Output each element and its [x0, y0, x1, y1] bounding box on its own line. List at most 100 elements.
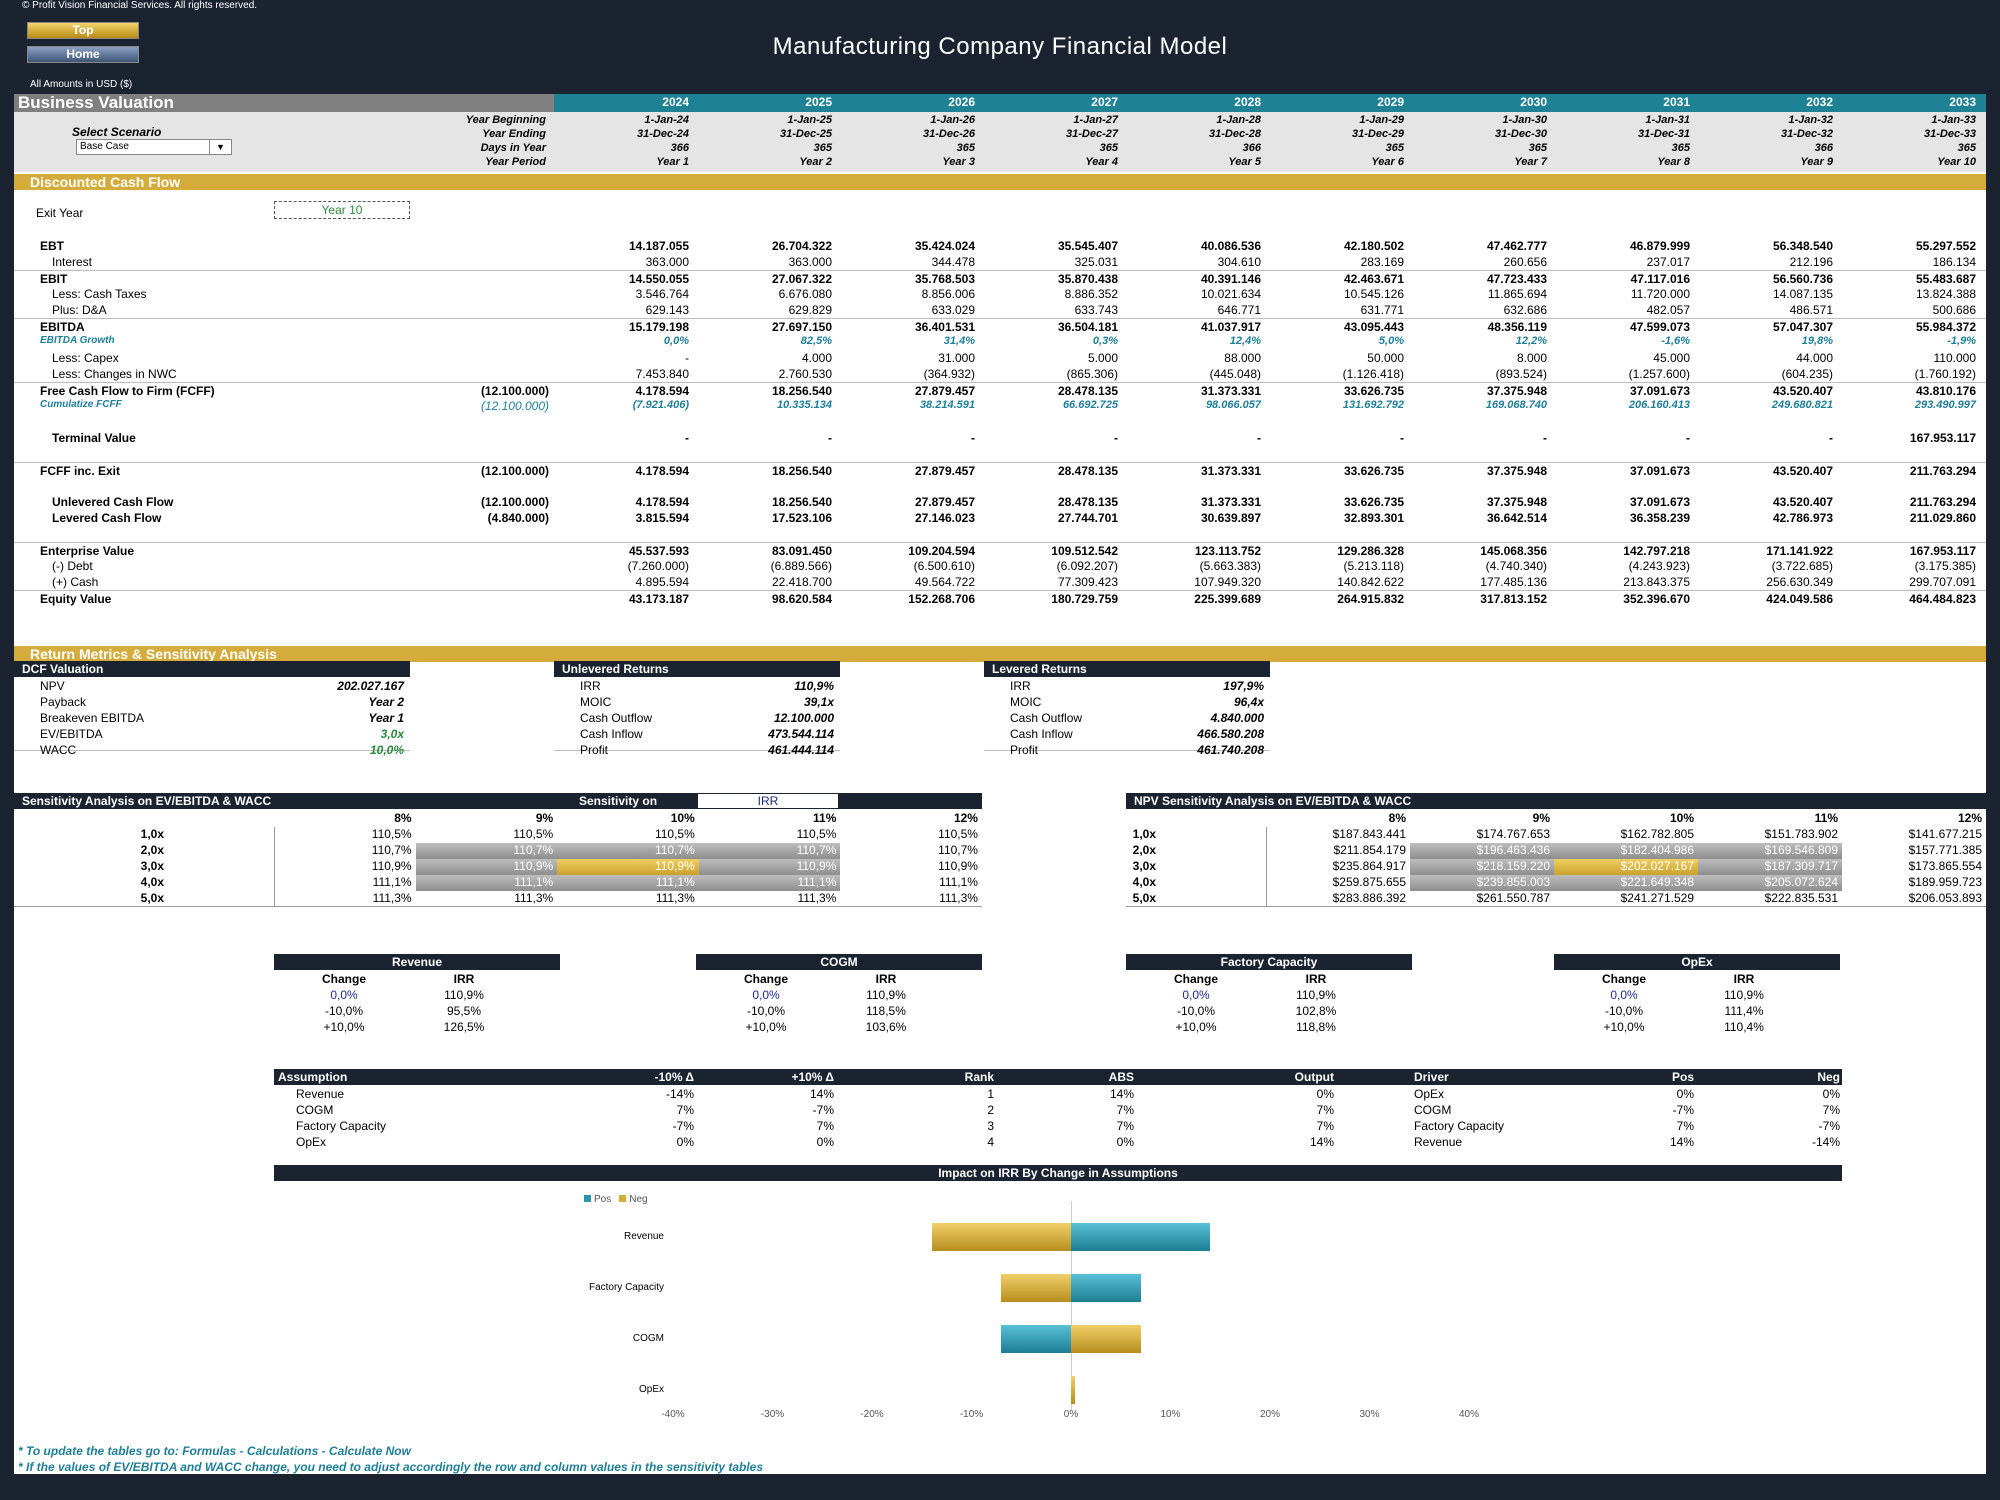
dcf-cell: 11.720.000	[1630, 287, 1690, 301]
dcf-cell: (364.932)	[923, 367, 975, 381]
dcf-cell: 211.763.294	[1909, 495, 1976, 509]
mini-col-change: Change	[321, 972, 366, 986]
dcf-cell: 33.626.735	[1343, 464, 1404, 478]
sens-row-header: 3,0x	[1132, 859, 1156, 873]
metric-label: EV/EBITDA	[40, 727, 103, 741]
return-box-title: Levered Returns	[984, 661, 1270, 677]
dcf-row-label: Enterprise Value	[40, 544, 135, 558]
dcf-cell: (3.175.385)	[1914, 559, 1976, 573]
sens-cell: $169.546.809	[1698, 843, 1842, 859]
metric-value: 110,9%	[794, 679, 834, 693]
dcf-row-label: (+) Cash	[52, 575, 99, 589]
dcf-row: Plus: D&A 629.143 629.829 633.029 633.743 646…	[14, 302, 1986, 318]
mini-col-change: Change	[743, 972, 788, 986]
dcf-row: Unlevered Cash Flow (12.100.000) 4.178.594…	[14, 494, 1986, 510]
sens-on-select[interactable]: IRR	[698, 794, 838, 808]
sens-cell: $218.159.220	[1410, 859, 1554, 875]
dcf-cell: 31.373.331	[1200, 384, 1261, 398]
sens-cell: $187.843.441	[1266, 827, 1410, 843]
header-cell: 31-Dec-33	[1924, 128, 1976, 140]
dcf-cell: 8.886.352	[1064, 287, 1118, 301]
sens-row-header: 3,0x	[140, 859, 164, 873]
mini-irr: 118,5%	[866, 1004, 906, 1018]
assumption-cell: 2	[987, 1103, 994, 1117]
metric-label: IRR	[580, 679, 601, 693]
sens-cell: $157.771.385	[1908, 843, 1982, 857]
dcf-cell: 27.067.322	[771, 272, 832, 286]
header-cell: 1-Jan-32	[1788, 114, 1833, 126]
dcf-cell: 211.763.294	[1909, 464, 1976, 478]
dcf-cell: 13.824.388	[1915, 287, 1976, 301]
year-header: 2032	[1806, 95, 1833, 109]
dcf-cell: 0,3%	[1092, 335, 1118, 347]
dcf-cell: 35.424.024	[914, 239, 975, 253]
dcf-row: FCFF inc. Exit (12.100.000) 4.178.594 18.25…	[14, 462, 1986, 478]
dcf-cell: 264.915.832	[1337, 592, 1404, 606]
assumption-cell: 4	[987, 1135, 994, 1149]
dcf-cell: -	[828, 431, 832, 445]
dcf-cell: 37.375.948	[1486, 384, 1547, 398]
sens-cell: $162.782.805	[1620, 827, 1694, 841]
header-cell: 31-Dec-32	[1781, 128, 1833, 140]
sens-cell: $235.864.917	[1266, 859, 1410, 875]
page-title: Manufacturing Company Financial Model	[772, 33, 1228, 60]
mini-col-irr: IRR	[1305, 972, 1327, 986]
metric-value: 39,1x	[803, 695, 834, 709]
sens-cell: $202.027.167	[1554, 859, 1698, 875]
x-tick-label: 30%	[1359, 1409, 1380, 1420]
dcf-cell: (604.235)	[1781, 367, 1833, 381]
dcf-cell: 632.686	[1503, 303, 1547, 317]
mini-irr: 126,5%	[443, 1020, 485, 1034]
dcf-cell: 50.000	[1367, 351, 1404, 365]
assumption-cell: 7%	[816, 1119, 834, 1133]
sens-cell: 110,9%	[698, 859, 841, 875]
sens-cell: 111,1%	[939, 875, 978, 889]
home-button[interactable]: Home	[27, 46, 139, 63]
mini-irr: 110,4%	[1724, 1020, 1764, 1034]
header-cell: 1-Jan-26	[930, 114, 975, 126]
sens-cell: 110,9%	[557, 859, 699, 875]
return-box: Levered Returns IRR 197,9% MOIC 96,4x Cash Ou…	[984, 661, 1270, 757]
sens-row-header: 1,0x	[140, 827, 164, 841]
assumption-header: Assumption -10% Δ +10% Δ Rank ABS Output Drive…	[274, 1069, 1842, 1085]
dcf-cell: 249.680.821	[1771, 399, 1833, 411]
return-box-title: Unlevered Returns	[554, 661, 840, 677]
chevron-down-icon[interactable]: ▼	[209, 140, 231, 154]
dcf-cell: 12,2%	[1515, 335, 1547, 347]
dcf-cell: 325.031	[1074, 255, 1118, 269]
mini-irr: 110,9%	[866, 988, 906, 1002]
scenario-select[interactable]: Base Case ▼	[76, 139, 232, 155]
sens-cell: $182.404.986	[1554, 843, 1698, 859]
dcf-cell: 631.771	[1360, 303, 1404, 317]
category-label: OpEx	[638, 1384, 664, 1395]
dcf-cell: 15.179.198	[628, 320, 689, 334]
sens-cell: $259.875.655	[1266, 875, 1410, 891]
header-cell: 366	[670, 142, 689, 154]
dcf-cell: 18.256.540	[771, 495, 832, 509]
assumption-cell: 7%	[1316, 1119, 1334, 1133]
dcf-cell: -	[685, 431, 689, 445]
dcf-row-label: Cumulatize FCFF	[40, 399, 122, 410]
returns-heading: Return Metrics & Sensitivity Analysis	[14, 646, 1986, 662]
dcf-cell: 293.490.997	[1914, 399, 1976, 411]
sens-title: NPV Sensitivity Analysis on EV/EBITDA & …	[1126, 793, 1986, 809]
top-button[interactable]: Top	[27, 22, 139, 39]
dcf-cell: (1.257.600)	[1628, 367, 1690, 381]
mini-change: +10,0%	[1603, 1020, 1645, 1034]
dcf-cell: 123.113.752	[1194, 544, 1261, 558]
assumption-col-header: Driver	[1414, 1070, 1449, 1084]
sens-cell: 110,7%	[415, 843, 558, 859]
dcf-cell: 47.723.433	[1486, 272, 1547, 286]
sens-col-header: 12%	[1957, 811, 1982, 825]
year-header: 2028	[1234, 95, 1261, 109]
sens-cell: $141.677.215	[1908, 827, 1982, 841]
year-header: 2025	[805, 95, 832, 109]
mini-irr: 111,4%	[1724, 1004, 1764, 1018]
dcf-cell: 28.478.135	[1057, 464, 1118, 478]
assumption-col-header: +10% Δ	[791, 1070, 834, 1084]
year-header: 2031	[1663, 95, 1690, 109]
dcf-cell: -	[685, 351, 689, 365]
exit-year-input[interactable]: Year 10	[274, 201, 410, 219]
mini-change: -10,0%	[1176, 1004, 1216, 1018]
sens-col-header: 10%	[1669, 811, 1694, 825]
